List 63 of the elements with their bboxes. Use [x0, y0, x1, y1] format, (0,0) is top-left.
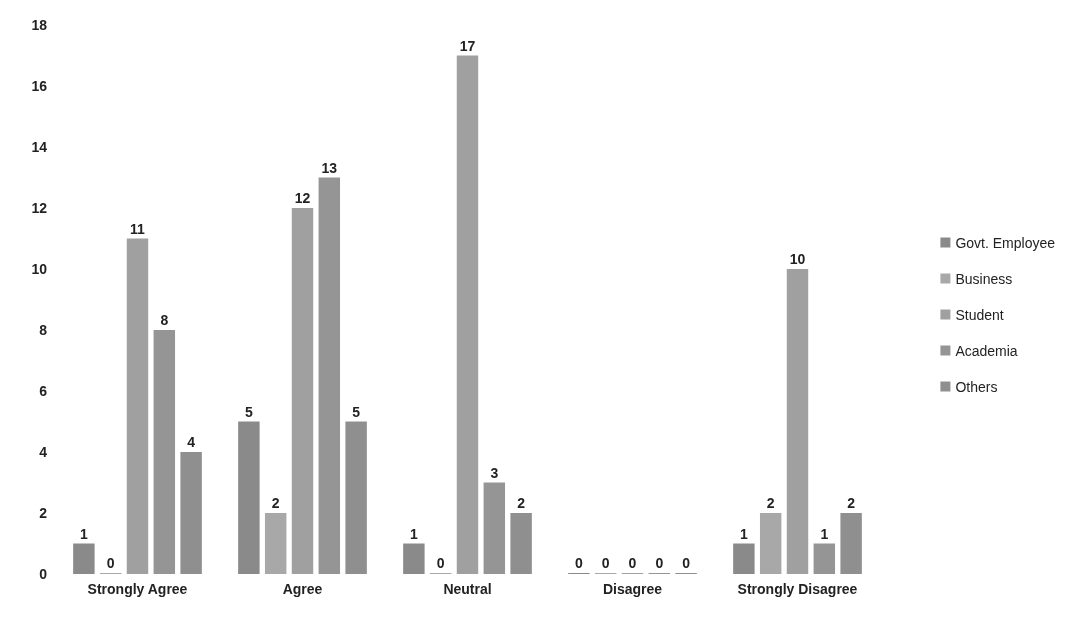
data-label: 0 [106, 555, 115, 571]
data-label: 0 [574, 555, 583, 571]
legend-label: Student [955, 306, 1004, 323]
data-label: 1 [79, 525, 88, 542]
data-label: 4 [187, 434, 196, 450]
bar [813, 543, 836, 574]
bar [238, 421, 260, 574]
x-tick-label: Disagree [602, 581, 663, 597]
legend-label: Others [955, 378, 998, 395]
bar [403, 543, 425, 574]
data-label: 10 [789, 251, 806, 267]
data-label: 1 [820, 525, 829, 542]
data-label: 8 [160, 312, 169, 328]
bar [483, 482, 506, 574]
y-tick-label: 18 [31, 17, 48, 33]
legend-label: Business [955, 270, 1013, 287]
bar [318, 177, 341, 574]
x-tick-label: Strongly Disagree [737, 581, 858, 597]
y-tick-label: 0 [39, 566, 48, 582]
y-tick-label: 2 [39, 505, 48, 521]
bar [786, 269, 809, 574]
y-tick-label: 14 [31, 139, 48, 155]
y-tick-label: 10 [31, 261, 48, 277]
bar [733, 543, 755, 574]
bar [73, 543, 95, 574]
bar [456, 55, 479, 574]
data-label: 0 [655, 555, 664, 571]
data-label: 12 [294, 190, 311, 206]
data-label: 0 [628, 555, 637, 571]
data-label: 0 [436, 555, 445, 571]
data-label: 17 [459, 37, 476, 54]
legend-label: Academia [955, 342, 1018, 359]
y-tick-label: 16 [31, 78, 48, 94]
y-tick-label: 6 [39, 383, 48, 399]
data-label: 0 [682, 555, 691, 571]
x-tick-label: Agree [282, 581, 323, 597]
bar [291, 208, 314, 574]
x-tick-label: Neutral [443, 581, 492, 597]
bar [510, 513, 532, 574]
x-tick-label: Strongly Agree [87, 581, 188, 597]
bar [180, 452, 202, 574]
data-label: 11 [130, 220, 146, 237]
data-label: 5 [244, 403, 253, 420]
data-label: 3 [490, 464, 499, 481]
bar [759, 513, 782, 574]
data-label: 1 [739, 525, 748, 542]
bar [840, 513, 862, 574]
data-label: 2 [271, 495, 280, 511]
data-label: 13 [321, 159, 338, 176]
y-tick-label: 12 [31, 200, 48, 216]
legend-label: Govt. Employee [955, 234, 1056, 251]
data-label: 1 [409, 525, 418, 542]
bar [126, 238, 149, 574]
bar [153, 330, 176, 574]
data-label: 2 [847, 495, 856, 511]
bar [264, 513, 287, 574]
y-tick-label: 8 [39, 322, 48, 338]
data-label: 2 [517, 495, 526, 511]
bar [345, 421, 367, 574]
data-label: 2 [766, 495, 775, 511]
data-label: 0 [601, 555, 610, 571]
y-tick-label: 4 [39, 444, 48, 460]
data-label: 5 [352, 403, 361, 420]
